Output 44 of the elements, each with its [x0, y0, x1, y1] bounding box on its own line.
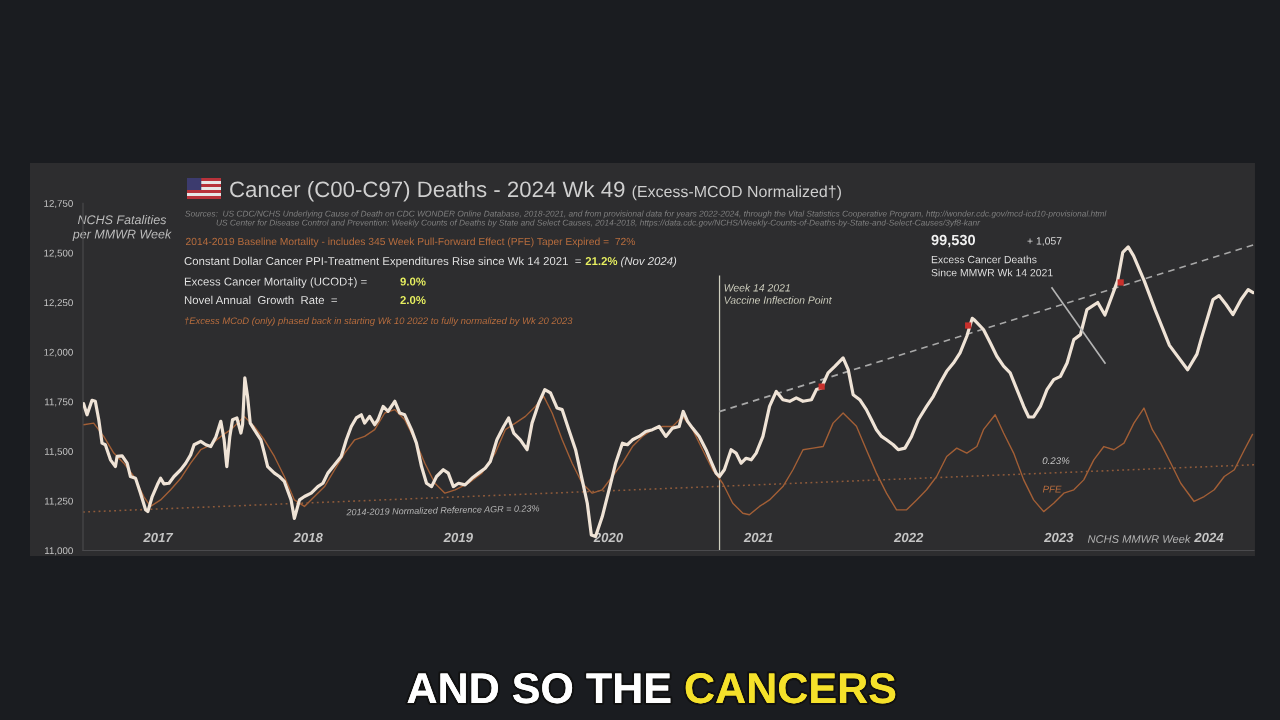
annotation: 9.0% — [400, 277, 426, 286]
chart-title: Cancer (C00-C97) Deaths - 2024 Wk 49 — [230, 180, 625, 202]
x-tick-label: 2022 — [893, 532, 924, 543]
x-tick-label: 2024 — [1194, 532, 1224, 543]
annotation: †Excess MCoD (only) phased back in starting Wk 10 2022 to fully normalized by Wk 20 2023 — [185, 317, 573, 326]
point — [1117, 279, 1124, 286]
x-tick-label: 2023 — [1043, 532, 1074, 543]
x-tick-label: 2020 — [593, 532, 623, 543]
annotation: 0.23% — [1042, 457, 1070, 465]
y-axis-title: NCHS Fatalities per MMWR Week — [72, 214, 172, 242]
y-tick-label: 11,250 — [45, 497, 73, 506]
chart-subtitle: (Excess-MCOD Normalized†) — [632, 185, 841, 201]
annotation: Excess Cancer Deaths Since MMWR Wk 14 2021 — [931, 255, 1053, 277]
y-tick-label: 12,750 — [44, 200, 73, 209]
point — [818, 383, 825, 390]
x-tick-label: 2018 — [293, 532, 323, 543]
y-tick-label: 11,750 — [45, 398, 73, 407]
annotation: 2014-2019 Baseline Mortality - includes 345 Week Pull-Forward Effect (PFE) Taper Expired = 72% — [186, 237, 636, 248]
annotation: Constant Dollar Cancer PPI-Treatment Expenditures Rise since Wk 14 2021 = — [184, 256, 581, 268]
y-tick-label: 11,000 — [45, 547, 73, 556]
x-tick-label: 2019 — [443, 532, 473, 543]
x-tick-label: 2017 — [143, 532, 174, 543]
ref-line-label: Week 14 2021 Vaccine Inflection Point — [724, 283, 832, 304]
annotation: Sources: US CDC/NCHS Underlying Cause of Death on CDC WONDER Online Database, 2018-2021, and from provisional data for years 2022-2024, through the Vital Statistics Cooperative Program, http://wonder.cdc.gov/mcd-icd10-provisional.html — [185, 210, 1107, 219]
text: AND SO THE — [407, 672, 671, 704]
x-tick-label: 2021 — [743, 532, 773, 543]
line-series — [83, 395, 1254, 516]
annotation: 99,530 — [931, 234, 976, 248]
y-tick-label: 11,500 — [45, 448, 73, 457]
annotation: US Center for Disease Control and Prevention: Weekly Counts of Deaths by State and Select Causes, 2014-2018, https://data.cdc.gov/NCHS/Weekly-Counts-of-Deaths-by-State-and-Select-Causes/3yf8-kanr — [216, 219, 981, 228]
y-tick-label: 12,500 — [44, 249, 73, 258]
annotation: PFE — [1042, 485, 1062, 493]
annotation: 2014-2019 Normalized Reference AGR = 0.23% — [346, 504, 540, 516]
annotation: 2.0% — [400, 296, 426, 305]
annotation: Excess Cancer Mortality (UCOD‡) = — [184, 277, 367, 288]
text: CANCERS — [685, 672, 896, 704]
annotation: (Nov 2024) — [621, 256, 677, 268]
point — [965, 322, 972, 329]
annotation: Novel Annual Growth Rate = — [184, 295, 337, 305]
x-axis-title: NCHS MMWR Week — [1087, 534, 1191, 543]
annotation: + 1,057 — [1027, 237, 1062, 246]
annotation: 21.2% — [585, 257, 618, 266]
y-tick-label: 12,250 — [44, 299, 73, 308]
y-tick-label: 12,000 — [44, 348, 73, 357]
